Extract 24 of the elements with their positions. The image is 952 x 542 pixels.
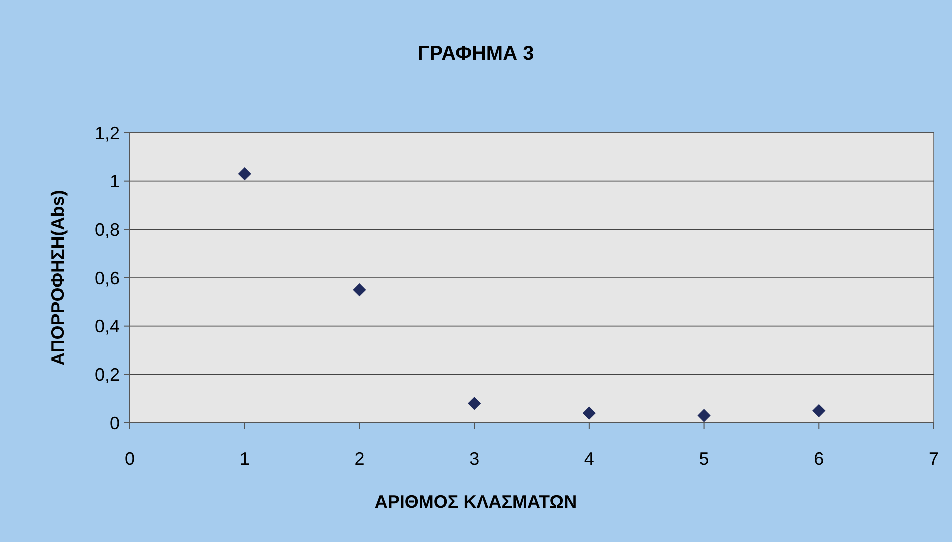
x-tick-label: 5 — [699, 449, 710, 469]
chart-title: ΓΡΑΦΗΜΑ 3 — [418, 43, 534, 65]
x-tick-label: 7 — [928, 449, 940, 469]
x-tick-label: 2 — [354, 449, 365, 469]
point — [582, 406, 596, 420]
y-tick-label: 0,4 — [94, 316, 120, 337]
y-tick-label: 1 — [110, 172, 120, 192]
y-tick-label: 1,2 — [94, 123, 120, 144]
y-tick-label: 0,2 — [94, 364, 120, 385]
y-tick-label: 0,6 — [94, 268, 120, 288]
point — [353, 284, 366, 297]
y-axis-title: ΑΠΟΡΡΟΦΗΣΗ(Abs) — [48, 190, 68, 366]
x-tick-label: 3 — [470, 449, 480, 469]
x-tick-label: 6 — [814, 449, 824, 469]
x-tick-label: 1 — [240, 449, 250, 469]
y-tick-label: 0 — [110, 413, 120, 434]
y-tick-label: 0,8 — [94, 220, 120, 240]
x-tick-label: 4 — [584, 449, 594, 469]
point — [468, 397, 482, 410]
point — [698, 409, 711, 422]
point — [238, 168, 252, 181]
point — [812, 404, 826, 418]
x-tick-label: 0 — [124, 449, 136, 469]
x-axis-title: ΑΡΙΘΜΟΣ ΚΛΑΣΜΑΤΩΝ — [374, 492, 578, 512]
